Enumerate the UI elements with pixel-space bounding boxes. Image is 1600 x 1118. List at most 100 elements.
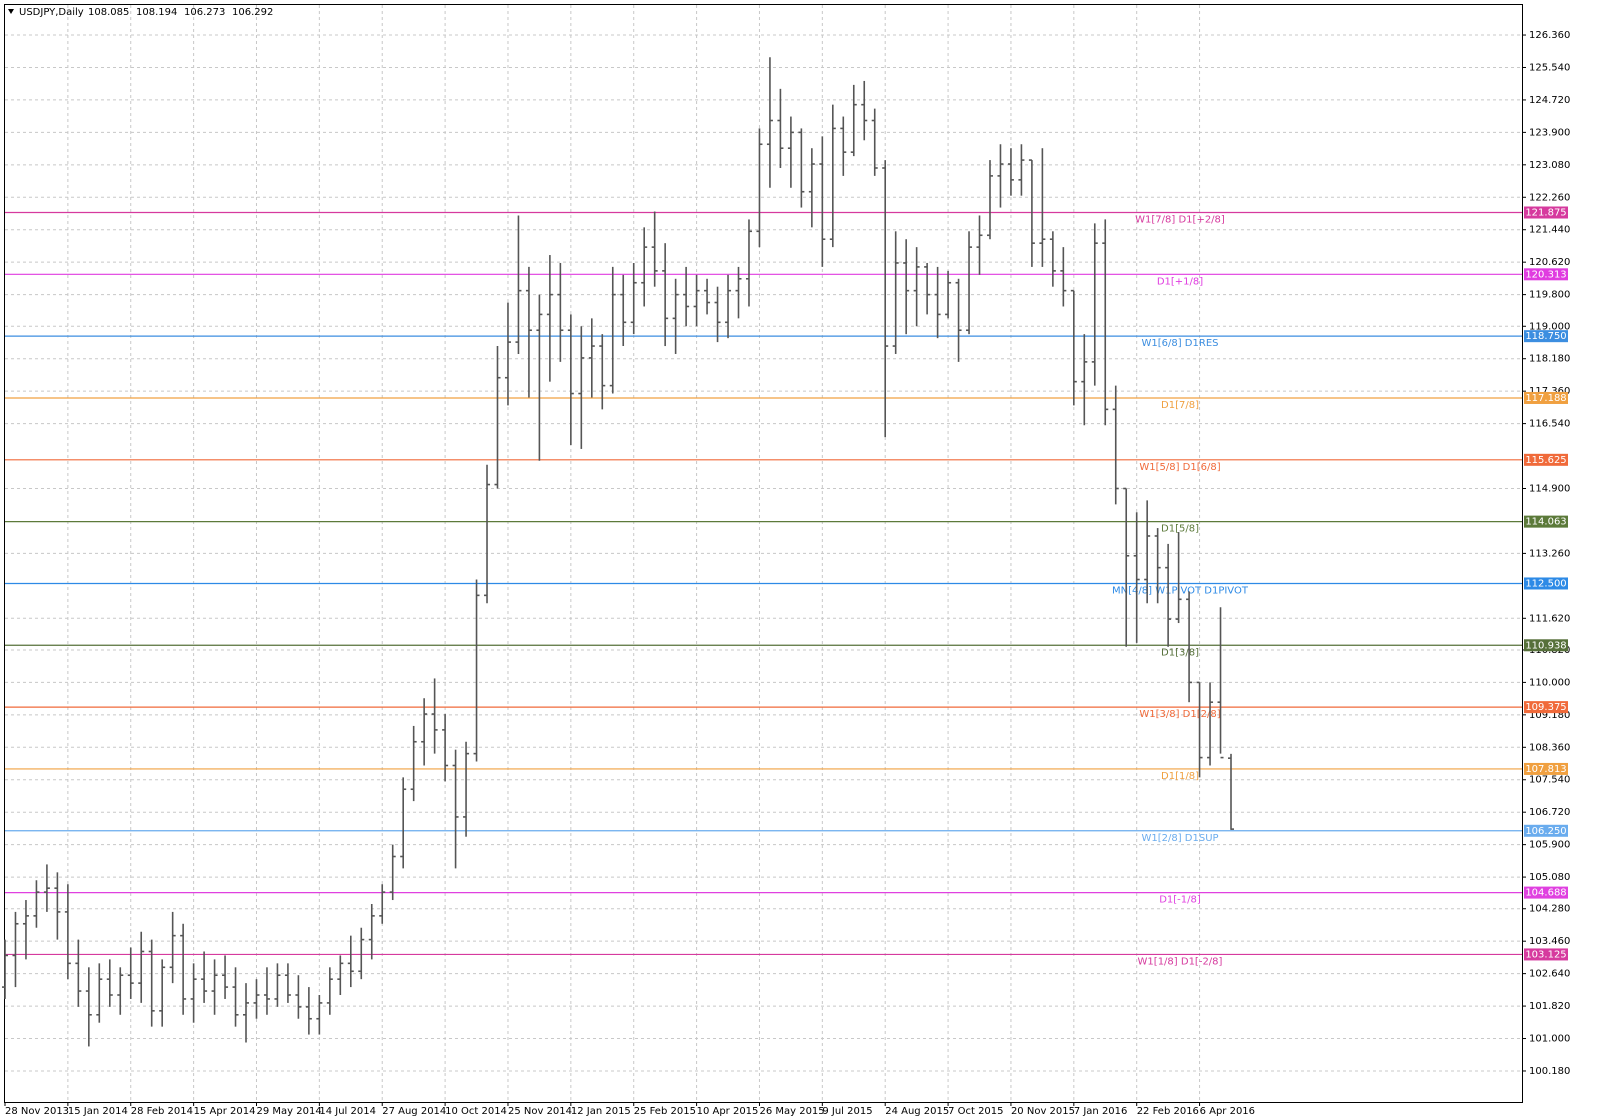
y-tick-label: 101.000: [1529, 1034, 1570, 1045]
level-label: MN[4/8] W1PIVOT D1PIVOT: [1112, 585, 1249, 596]
level-tag: [1524, 268, 1568, 281]
level-tag-label: 118.750: [1525, 331, 1566, 342]
x-tick-label: 10 Apr 2015: [697, 1106, 759, 1117]
y-tick-label: 101.820: [1529, 1001, 1570, 1012]
level-label: W1[2/8] D1SUP: [1141, 833, 1218, 844]
y-tick-label: 119.800: [1529, 290, 1570, 301]
x-tick-label: 28 Nov 2013: [5, 1106, 69, 1117]
y-tick-label: 102.640: [1529, 969, 1570, 980]
y-tick-label: 103.460: [1529, 936, 1570, 947]
y-tick-label: 117.360: [1529, 386, 1570, 397]
y-tick-label: 123.900: [1529, 127, 1570, 138]
y-tick-label: 124.720: [1529, 95, 1570, 106]
y-tick-label: 125.540: [1529, 62, 1570, 73]
level-label: D1[3/8]: [1161, 647, 1199, 658]
y-tick-label: 108.360: [1529, 742, 1570, 753]
x-tick-label: 12 Jan 2015: [571, 1106, 631, 1117]
level-tag-label: 110.938: [1525, 640, 1566, 651]
x-tick-label: 9 Jul 2015: [822, 1106, 872, 1117]
y-tick-label: 121.440: [1529, 225, 1570, 236]
level-label: W1[3/8] D1[2/8]: [1139, 709, 1220, 720]
header-ohlc: 108.085 108.194 106.273 106.292: [88, 7, 273, 18]
level-tag-label: 106.250: [1525, 826, 1566, 837]
level-tag-label: 114.063: [1525, 517, 1566, 528]
y-tick-label: 116.540: [1529, 419, 1570, 430]
level-label: W1[5/8] D1[6/8]: [1139, 462, 1220, 473]
level-tag-label: 107.813: [1525, 764, 1566, 775]
header-value: 106.292: [232, 7, 273, 18]
y-tick-label: 105.900: [1529, 840, 1570, 851]
y-tick-label: 105.080: [1529, 872, 1570, 883]
level-tag-label: 109.375: [1525, 702, 1566, 713]
level-tag-label: 117.188: [1525, 393, 1566, 404]
levels: W1[7/8] D1[+2/8] D1[+1/8] W1[6/8] D1RES D1[…: [5, 211, 1522, 967]
header-value: 106.273: [184, 7, 225, 18]
level-label: W1[6/8] D1RES: [1141, 338, 1218, 349]
y-tick-label: 113.260: [1529, 548, 1570, 559]
level-tag: [1524, 515, 1568, 528]
x-tick-label: 29 May 2014: [256, 1106, 321, 1117]
x-tick-label: 7 Jan 2016: [1074, 1106, 1128, 1117]
y-tick-label: 126.360: [1529, 30, 1570, 41]
y-tick-label: 123.080: [1529, 160, 1570, 171]
header-value: 108.194: [136, 7, 177, 18]
level-label: D1[-1/8]: [1159, 895, 1201, 906]
level-label: D1[1/8]: [1161, 771, 1199, 782]
y-tick-label: 110.000: [1529, 677, 1570, 688]
level-label: D1[5/8]: [1161, 524, 1199, 535]
level-tag-label: 120.313: [1525, 269, 1566, 280]
y-tick-label: 109.180: [1529, 710, 1570, 721]
level-tag: [1524, 701, 1568, 714]
bars: [2, 57, 1234, 1047]
level-label: D1[7/8]: [1161, 400, 1199, 411]
y-tick-label: 120.620: [1529, 257, 1570, 268]
header-value: 108.085: [88, 7, 129, 18]
level-tag: [1524, 391, 1568, 404]
level-tags: 121.875 120.313 118.750 117.188 115.625 114.0…: [1524, 206, 1568, 961]
x-tick-label: 22 Feb 2016: [1137, 1106, 1199, 1117]
symbol: USDJPY,Daily: [19, 7, 84, 18]
x-tick-label: 26 May 2015: [759, 1106, 824, 1117]
y-tick-label: 122.260: [1529, 192, 1570, 203]
level-label: W1[7/8] D1[+2/8]: [1135, 215, 1225, 226]
y-tick-label: 118.180: [1529, 354, 1570, 365]
level-tag-label: 112.500: [1525, 578, 1566, 589]
x-tick-label: 24 Aug 2015: [885, 1106, 949, 1117]
x-tick-label: 25 Nov 2014: [508, 1106, 572, 1117]
level-tag-label: 103.125: [1525, 949, 1566, 960]
level-tag: [1524, 206, 1568, 219]
x-tick-label: 15 Apr 2014: [194, 1106, 256, 1117]
level-tag-label: 115.625: [1525, 455, 1566, 466]
y-tick-label: 104.280: [1529, 904, 1570, 915]
x-tick-label: 25 Feb 2015: [634, 1106, 696, 1117]
y-tick-label: 111.620: [1529, 613, 1570, 624]
level-tag: [1524, 577, 1568, 590]
x-tick-label: 10 Oct 2014: [445, 1106, 507, 1117]
x-tick-label: 6 Apr 2016: [1200, 1106, 1255, 1117]
y-tick-label: 106.720: [1529, 807, 1570, 818]
y-tick-label: 107.540: [1529, 775, 1570, 786]
level-tag-label: 121.875: [1525, 208, 1566, 219]
level-tag: [1524, 453, 1568, 466]
level-tag-label: 104.688: [1525, 888, 1566, 899]
level-tag: [1524, 762, 1568, 775]
x-tick-label: 7 Oct 2015: [948, 1106, 1003, 1117]
x-tick-label: 20 Nov 2015: [1011, 1106, 1075, 1117]
y-tick-label: 100.180: [1529, 1066, 1570, 1077]
y-tick-label: 119.000: [1529, 321, 1570, 332]
level-tag: [1524, 330, 1568, 343]
level-tag: [1524, 948, 1568, 961]
level-tag: [1524, 886, 1568, 899]
level-label: W1[1/8] D1[-2/8]: [1138, 956, 1223, 967]
x-tick-label: 14 Jul 2014: [319, 1106, 376, 1117]
x-tick-label: 27 Aug 2014: [382, 1106, 446, 1117]
x-tick-label: 28 Feb 2014: [131, 1106, 193, 1117]
axes: 100.180 101.000 101.820 102.640 103.460 104.2…: [4, 30, 1570, 1117]
level-label: D1[+1/8]: [1157, 276, 1203, 287]
level-tag: [1524, 824, 1568, 837]
menu-triangle[interactable]: [8, 9, 14, 14]
level-tag: [1524, 639, 1568, 652]
